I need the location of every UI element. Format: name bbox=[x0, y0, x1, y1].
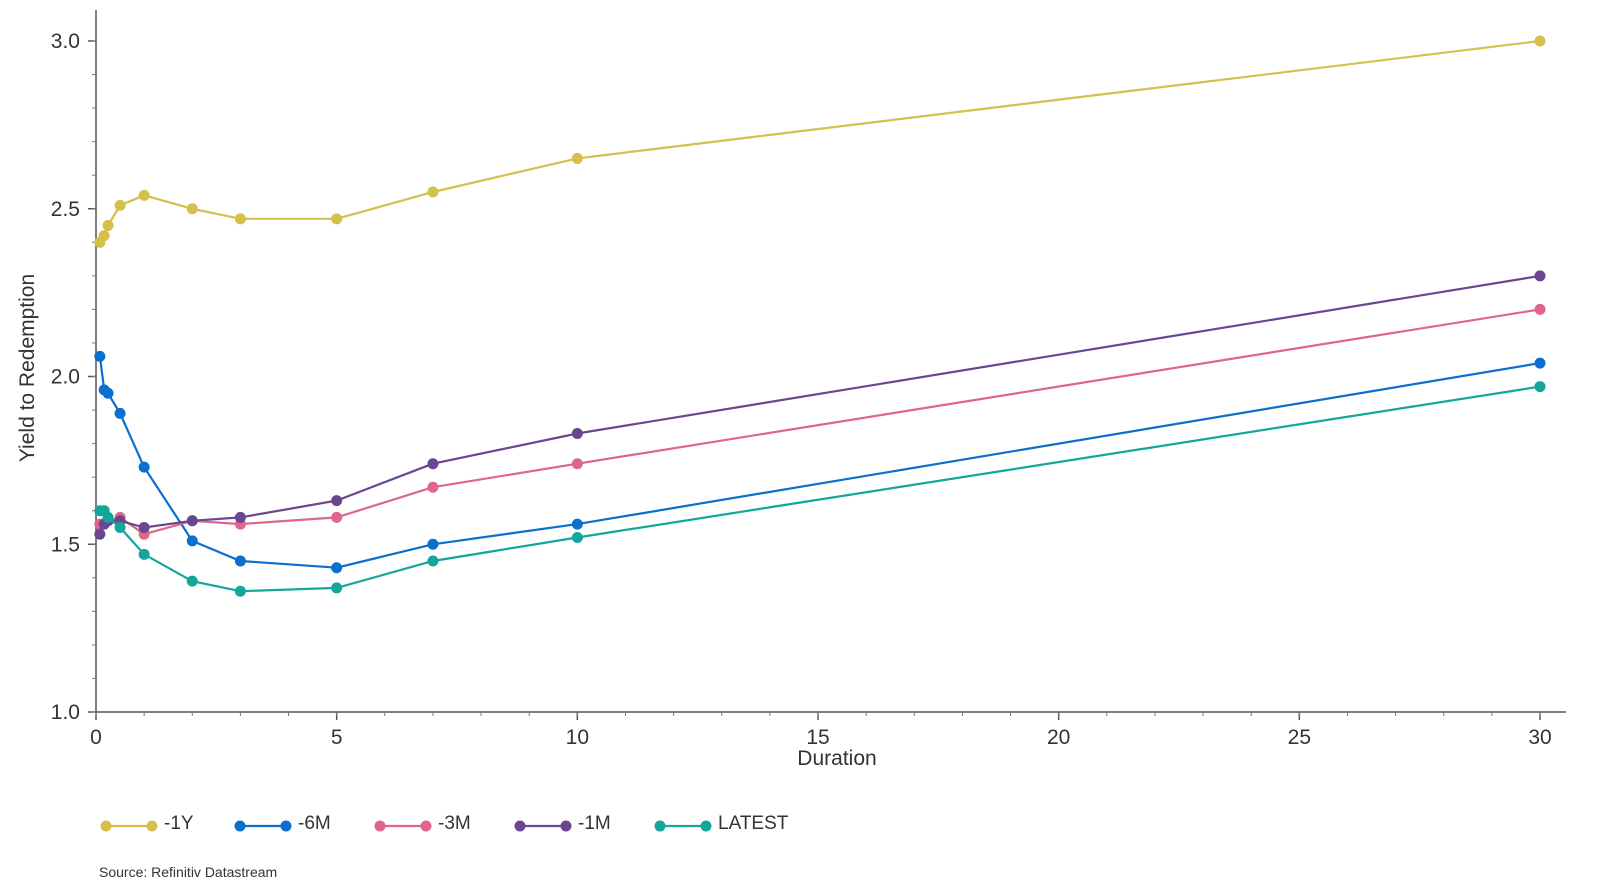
y-tick-label: 3.0 bbox=[51, 30, 80, 53]
data-point-latest bbox=[138, 548, 150, 560]
data-point-latest bbox=[1534, 381, 1546, 393]
legend-marker bbox=[700, 820, 712, 832]
data-point-6m bbox=[571, 518, 583, 530]
data-point-1m bbox=[138, 521, 150, 533]
series-line-1m bbox=[98, 274, 1541, 535]
data-point-latest bbox=[427, 555, 439, 567]
legend-label-3m: -3M bbox=[438, 813, 471, 834]
data-point-latest bbox=[102, 511, 114, 523]
data-point-3m bbox=[331, 511, 343, 523]
data-point-6m bbox=[186, 535, 198, 547]
y-tick-label: 2.5 bbox=[51, 198, 80, 221]
legend-marker bbox=[280, 820, 292, 832]
data-point-1y bbox=[186, 203, 198, 215]
x-tick-label: 30 bbox=[1528, 726, 1551, 749]
data-point-1y bbox=[234, 213, 246, 225]
data-point-1m bbox=[331, 495, 343, 507]
source-note: Source: Refinitiv Datastream bbox=[99, 864, 278, 880]
data-point-6m bbox=[1534, 357, 1546, 369]
series-line-latest bbox=[99, 385, 1541, 593]
data-point-1m bbox=[94, 528, 106, 540]
data-point-3m bbox=[571, 458, 583, 470]
axes: 1.0 1.5 2.0 2.5 3.0 0 5 10 15 20 25 30 Duration Yield… bbox=[16, 10, 1566, 770]
data-point-1m bbox=[427, 458, 439, 470]
data-point-1m bbox=[186, 515, 198, 527]
data-point-6m bbox=[94, 350, 106, 362]
data-point-3m bbox=[1534, 303, 1546, 315]
y-tick-label: 1.5 bbox=[51, 533, 80, 556]
legend-item-6m: -6M bbox=[234, 813, 331, 834]
data-point-6m bbox=[138, 461, 150, 473]
legend-marker bbox=[146, 820, 158, 832]
legend-marker bbox=[100, 820, 112, 832]
legend-label-latest: LATEST bbox=[718, 813, 789, 834]
legend: -1Y -6M -3M -1M LATEST bbox=[100, 813, 789, 834]
y-tick-label: 1.0 bbox=[51, 701, 80, 724]
data-point-latest bbox=[114, 521, 126, 533]
x-tick-label: 20 bbox=[1047, 726, 1070, 749]
series-layer bbox=[94, 35, 1546, 597]
x-tick-label: 15 bbox=[806, 726, 829, 749]
data-point-1m bbox=[1534, 270, 1546, 282]
data-point-1m bbox=[234, 511, 246, 523]
data-point-6m bbox=[234, 555, 246, 567]
x-tick-label: 25 bbox=[1288, 726, 1311, 749]
data-point-1y bbox=[1534, 35, 1546, 47]
y-tick-label: 2.0 bbox=[51, 366, 80, 389]
legend-marker bbox=[234, 820, 246, 832]
legend-marker bbox=[560, 820, 572, 832]
data-point-1y bbox=[138, 189, 150, 201]
data-point-6m bbox=[427, 538, 439, 550]
data-point-1y bbox=[427, 186, 439, 198]
data-point-1y bbox=[571, 152, 583, 164]
series-line-1y bbox=[98, 39, 1541, 243]
x-axis-title: Duration bbox=[797, 747, 876, 770]
series-latest bbox=[94, 381, 1546, 597]
data-point-1y bbox=[331, 213, 343, 225]
data-point-latest bbox=[186, 575, 198, 587]
data-point-latest bbox=[331, 582, 343, 594]
legend-item-3m: -3M bbox=[374, 813, 471, 834]
y-axis-title: Yield to Redemption bbox=[16, 274, 39, 462]
data-point-1y bbox=[98, 230, 110, 242]
data-point-latest bbox=[571, 532, 583, 544]
legend-label-1y: -1Y bbox=[164, 813, 194, 834]
series-1y bbox=[94, 35, 1546, 248]
legend-label-1m: -1M bbox=[578, 813, 611, 834]
data-point-1y bbox=[114, 199, 126, 211]
x-tick-label: 0 bbox=[90, 726, 102, 749]
x-tick-label: 10 bbox=[566, 726, 589, 749]
legend-marker bbox=[374, 820, 386, 832]
legend-label-6m: -6M bbox=[298, 813, 331, 834]
data-point-3m bbox=[427, 481, 439, 493]
series-6m bbox=[94, 350, 1546, 574]
legend-item-1y: -1Y bbox=[100, 813, 194, 834]
series-line-6m bbox=[98, 356, 1541, 569]
legend-marker bbox=[654, 820, 666, 832]
legend-marker bbox=[514, 820, 526, 832]
legend-marker bbox=[420, 820, 432, 832]
legend-item-1m: -1M bbox=[514, 813, 611, 834]
data-point-6m bbox=[114, 407, 126, 419]
data-point-6m bbox=[102, 387, 114, 399]
data-point-latest bbox=[234, 585, 246, 597]
x-tick-label: 5 bbox=[331, 726, 343, 749]
data-point-1m bbox=[571, 428, 583, 440]
data-point-1y bbox=[102, 220, 114, 232]
data-point-6m bbox=[331, 562, 343, 574]
legend-item-latest: LATEST bbox=[654, 813, 789, 834]
